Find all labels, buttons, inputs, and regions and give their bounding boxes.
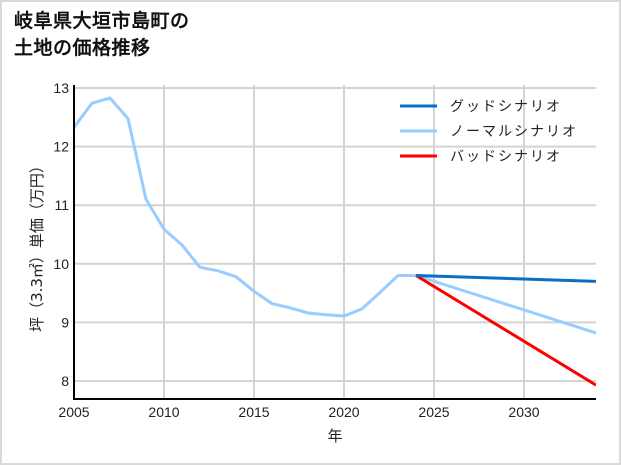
x-tick-label: 2005 <box>58 404 89 420</box>
y-tick-label: 11 <box>54 197 69 213</box>
y-axis-label: 坪（3.3㎡）単価（万円） <box>28 158 46 332</box>
y-tick-label: 12 <box>53 139 69 155</box>
y-tick-label: 10 <box>53 256 69 272</box>
chart-title: 岐阜県大垣市島町の 土地の価格推移 <box>14 8 190 62</box>
plot-area <box>74 96 596 387</box>
series-line-1 <box>74 96 596 335</box>
x-tick-label: 2030 <box>508 404 539 420</box>
legend-label: ノーマルシナリオ <box>450 124 578 140</box>
x-tick-label: 2020 <box>328 404 359 420</box>
x-axis-label: 年 <box>327 427 342 445</box>
x-tick-label: 2025 <box>418 404 449 420</box>
chart-title-line2: 土地の価格推移 <box>14 37 151 59</box>
x-tick-label: 2010 <box>148 404 179 420</box>
y-tick-label: 13 <box>53 80 69 96</box>
legend-label: グッドシナリオ <box>450 99 562 115</box>
y-tick-label: 9 <box>61 314 69 330</box>
x-tick-label: 2015 <box>238 404 269 420</box>
gridlines <box>73 85 596 399</box>
chart-title-line1: 岐阜県大垣市島町の <box>14 10 190 32</box>
y-tick-label: 8 <box>61 373 69 389</box>
series-line-0 <box>415 274 596 283</box>
legend-label: バッドシナリオ <box>450 149 562 165</box>
series-line-2 <box>415 274 596 387</box>
